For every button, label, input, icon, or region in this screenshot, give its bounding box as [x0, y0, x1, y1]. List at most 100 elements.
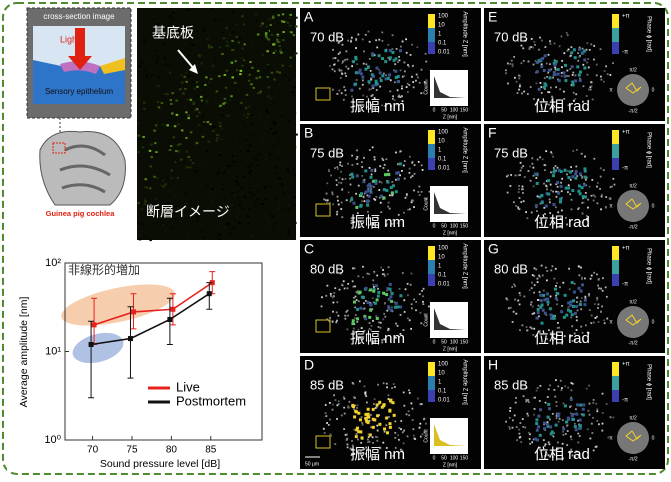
speckle-dot: [602, 412, 604, 414]
speckle-dot: [243, 150, 246, 152]
speckle-dot: [189, 159, 192, 161]
speckle-dot: [238, 41, 241, 43]
speckle-dot: [195, 188, 198, 190]
speckle-dot: [221, 31, 224, 33]
speckle-dot: [344, 59, 346, 61]
speckle-dot: [537, 281, 539, 283]
speckle-dot: [414, 173, 416, 175]
speckle-dot: [394, 421, 396, 423]
speckle-dot: [365, 34, 367, 36]
speckle-dot: [598, 423, 600, 425]
speckle-dot: [414, 164, 416, 166]
colorbar-bottom: [612, 274, 619, 286]
speckle-dot: [220, 128, 223, 130]
speckle-dot: [526, 401, 528, 403]
speckle-dot: [164, 57, 167, 59]
response-dot: [350, 173, 353, 176]
speckle-dot: [288, 79, 291, 81]
speckle-dot: [347, 315, 349, 317]
speckle-dot: [593, 45, 595, 47]
response-dot: [547, 193, 550, 196]
speckle-dot: [278, 41, 281, 43]
speckle-dot: [598, 304, 600, 306]
speckle-dot: [387, 206, 389, 208]
speckle-dot: [339, 289, 341, 291]
response-dot: [374, 179, 377, 182]
speckle-dot: [412, 408, 414, 410]
speckle-dot: [575, 166, 577, 168]
speckle-dot: [174, 9, 177, 11]
speckle-dot: [149, 102, 152, 104]
speckle-dot: [612, 62, 614, 64]
speckle-dot: [219, 105, 222, 107]
speckle-dot: [356, 433, 358, 435]
colorbar-top: [612, 362, 619, 376]
speckle-dot: [187, 9, 190, 11]
inset-y-label: Count: [423, 313, 429, 327]
speckle-dot: [407, 317, 409, 319]
speckle-dot: [260, 91, 263, 93]
speckle-dot: [330, 293, 332, 295]
speckle-dot: [176, 114, 179, 116]
speckle-dot: [346, 199, 348, 201]
speckle-dot: [140, 223, 143, 225]
speckle-dot: [581, 176, 583, 178]
speckle-dot: [394, 432, 396, 434]
speckle-dot: [356, 291, 358, 293]
speckle-dot: [212, 130, 215, 132]
speckle-dot: [257, 70, 260, 72]
speckle-dot: [293, 55, 296, 57]
inset-tick: 50: [441, 107, 447, 113]
speckle-dot: [205, 101, 208, 103]
speckle-dot: [264, 162, 267, 164]
speckle-dot: [567, 430, 569, 432]
speckle-dot: [264, 185, 267, 187]
speckle-dot: [356, 79, 358, 81]
speckle-dot: [400, 314, 402, 316]
speckle-dot: [382, 158, 384, 160]
speckle-dot: [205, 27, 208, 29]
response-dot: [538, 195, 541, 198]
speckle-dot: [190, 99, 193, 101]
speckle-dot: [336, 166, 338, 168]
speckle-dot: [213, 57, 216, 59]
speckle-dot: [286, 100, 289, 102]
speckle-dot: [598, 287, 600, 289]
speckle-dot: [554, 389, 556, 391]
speckle-dot: [208, 47, 211, 49]
speckle-dot: [596, 186, 598, 188]
speckle-dot: [292, 180, 295, 182]
speckle-dot: [589, 186, 591, 188]
speckle-dot: [169, 149, 172, 151]
speckle-dot: [586, 388, 588, 390]
speckle-dot: [509, 407, 511, 409]
speckle-dot: [554, 43, 556, 45]
speckle-dot: [598, 278, 600, 280]
speckle-dot: [267, 38, 270, 40]
speckle-dot: [392, 95, 394, 97]
response-dot: [576, 403, 579, 406]
speckle-dot: [601, 430, 603, 432]
speckle-dot: [187, 237, 190, 239]
speckle-dot: [523, 60, 525, 62]
speckle-dot: [523, 296, 525, 298]
speckle-dot: [407, 83, 409, 85]
response-dot: [537, 425, 540, 428]
speckle-dot: [530, 86, 532, 88]
speckle-dot: [202, 136, 205, 138]
speckle-dot: [520, 441, 522, 443]
speckle-dot: [239, 204, 242, 206]
speckle-dot: [512, 427, 514, 429]
cochlea: [40, 131, 126, 205]
speckle-dot: [332, 203, 334, 205]
response-dot: [378, 423, 381, 426]
y-axis-label: Average amplitude [nm]: [18, 297, 30, 408]
speckle-dot: [581, 278, 583, 280]
speckle-dot: [278, 45, 281, 47]
speckle-dot: [507, 192, 509, 194]
speckle-dot: [193, 88, 196, 90]
speckle-dot: [526, 413, 528, 415]
speckle-dot: [575, 408, 577, 410]
speckle-dot: [255, 20, 258, 22]
speckle-dot: [531, 441, 533, 443]
